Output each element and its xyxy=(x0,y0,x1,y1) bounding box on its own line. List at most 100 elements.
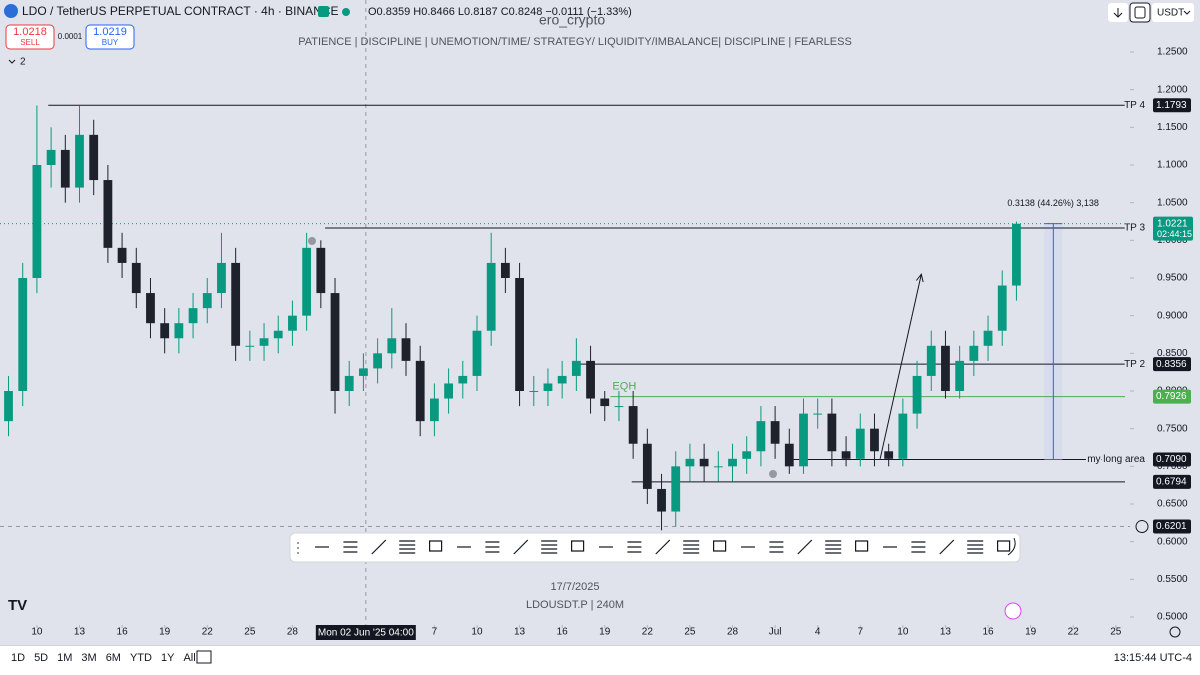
tool-icon[interactable] xyxy=(939,539,955,555)
sell-price: 1.0218 xyxy=(13,26,47,38)
sell-button[interactable] xyxy=(5,24,55,50)
tv-logo: TV xyxy=(8,597,27,614)
candle-body xyxy=(742,451,752,459)
range-button[interactable]: 1D xyxy=(11,652,25,664)
candle-body xyxy=(117,247,127,263)
tool-icon[interactable] xyxy=(967,540,984,554)
candle-body xyxy=(273,330,283,339)
y-tick-label: 0.5000 xyxy=(1157,612,1188,623)
level-price-box xyxy=(1153,452,1191,467)
anchor-dot xyxy=(769,470,777,478)
date-range-icon[interactable] xyxy=(196,650,212,664)
candle-body xyxy=(898,413,908,459)
x-tick-label: 22 xyxy=(642,627,654,638)
buy-button[interactable] xyxy=(85,24,135,50)
tool-icon[interactable] xyxy=(627,541,642,553)
candle-body xyxy=(756,421,766,452)
candle-body xyxy=(813,413,823,415)
candle-body xyxy=(131,262,141,294)
x-tick-label: 28 xyxy=(287,627,299,638)
tool-icon[interactable] xyxy=(399,540,416,554)
tool-icon[interactable] xyxy=(371,539,387,555)
tool-icon[interactable] xyxy=(911,541,926,553)
range-button[interactable]: 6M xyxy=(106,652,121,664)
candle-body xyxy=(472,330,482,376)
y-tick-label: 0.5500 xyxy=(1157,574,1188,585)
y-tick-label: 1.2000 xyxy=(1157,84,1188,95)
screenshot-button[interactable] xyxy=(1129,2,1151,23)
tool-icon[interactable] xyxy=(769,541,784,553)
level-price-box xyxy=(1153,357,1191,372)
footer xyxy=(0,645,1200,675)
trend-arrow xyxy=(879,274,922,459)
candle-body xyxy=(330,293,340,392)
level-price: 0.7926 xyxy=(1156,391,1187,402)
candle-body xyxy=(784,443,794,467)
y-tick-label: 0.9000 xyxy=(1157,310,1188,321)
alert-icon[interactable] xyxy=(1004,602,1022,620)
tool-icon[interactable] xyxy=(855,540,869,552)
candle-body xyxy=(657,488,666,512)
candle-body xyxy=(259,338,269,346)
candle-body xyxy=(841,451,851,459)
tool-icon[interactable] xyxy=(541,540,558,554)
settings-icon[interactable] xyxy=(1169,626,1181,638)
crosshair-plus[interactable] xyxy=(1135,520,1149,534)
candle-body xyxy=(344,375,354,392)
candle-body xyxy=(884,451,894,459)
tool-icon[interactable] xyxy=(1007,537,1016,556)
level-price-box xyxy=(1153,98,1191,113)
tool-icon[interactable] xyxy=(343,541,358,553)
crosshair-y-label: 0.6201 xyxy=(1156,521,1187,532)
candle-body xyxy=(316,247,326,294)
tool-icon[interactable] xyxy=(825,540,842,554)
tool-icon[interactable] xyxy=(655,539,671,555)
x-tick-label: 19 xyxy=(159,627,171,638)
currency-button[interactable] xyxy=(1152,3,1194,22)
tool-icon[interactable] xyxy=(683,540,700,554)
x-tick-label: 10 xyxy=(31,627,43,638)
y-tick-label: 1.1000 xyxy=(1157,160,1188,171)
tool-icon[interactable] xyxy=(485,541,500,553)
x-tick-label: 19 xyxy=(1025,627,1037,638)
tool-icon[interactable] xyxy=(713,540,727,552)
tool-icon[interactable] xyxy=(997,540,1011,552)
range-button[interactable]: 1Y xyxy=(161,652,175,664)
crosshair-y-box xyxy=(1153,519,1191,534)
candle-body xyxy=(60,149,70,188)
candle-body xyxy=(671,466,681,512)
candle-body xyxy=(415,360,425,422)
range-button[interactable]: YTD xyxy=(130,652,152,664)
candle-body xyxy=(32,164,42,278)
y-tick-label: 1.1500 xyxy=(1157,122,1188,133)
tool-icon[interactable] xyxy=(513,539,529,555)
ticker-note: LDOUSDT.P | 240M xyxy=(526,599,624,611)
x-tick-label: 19 xyxy=(599,627,611,638)
indicator-count: 2 xyxy=(20,57,26,68)
tool-icon[interactable] xyxy=(429,540,443,552)
range-button[interactable]: 1M xyxy=(57,652,72,664)
candle-body xyxy=(302,247,312,316)
tool-icon[interactable] xyxy=(571,540,585,552)
x-tick-label: 22 xyxy=(202,627,214,638)
range-button[interactable]: 5D xyxy=(34,652,48,664)
range-button[interactable]: 3M xyxy=(81,652,96,664)
x-tick-label: 4 xyxy=(815,627,821,638)
level-price-box xyxy=(1153,389,1191,404)
tool-icon[interactable] xyxy=(797,539,813,555)
flag-icon[interactable] xyxy=(318,6,329,17)
candle-body xyxy=(941,345,950,392)
candle-body xyxy=(571,360,581,376)
candle-body xyxy=(245,345,255,347)
candle-body xyxy=(458,375,468,384)
candle-body xyxy=(288,315,297,331)
range-button[interactable]: All xyxy=(183,652,195,664)
candle-body xyxy=(699,458,709,467)
buy-price: 1.0219 xyxy=(93,26,127,38)
collapse-icon[interactable] xyxy=(8,59,16,64)
candle-body xyxy=(870,428,879,452)
candle-body xyxy=(46,149,56,165)
x-tick-label: 28 xyxy=(727,627,739,638)
current-price: 1.0221 xyxy=(1157,218,1188,229)
